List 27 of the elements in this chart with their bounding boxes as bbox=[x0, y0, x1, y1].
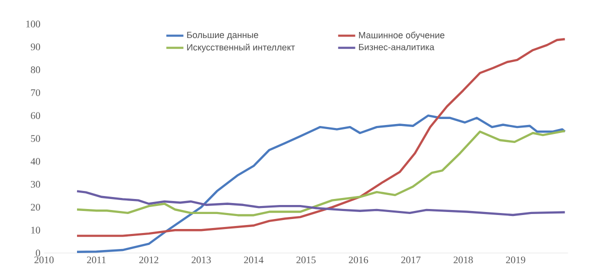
legend-label: Бизнес-аналитика bbox=[359, 44, 434, 50]
legend-label: Искусственный интеллект bbox=[187, 44, 295, 52]
x-tick-label: 2017 bbox=[401, 256, 421, 264]
y-tick-label: 50 bbox=[31, 135, 40, 142]
y-tick-label: 90 bbox=[30, 44, 40, 50]
x-tick-label: 2018 bbox=[454, 256, 473, 264]
x-tick-label: 2012 bbox=[139, 256, 158, 264]
legend-label: Большие данные bbox=[187, 32, 258, 40]
y-tick-label: 30 bbox=[30, 180, 40, 188]
x-tick-label: 2013 bbox=[192, 256, 211, 264]
x-tick-label: 2016 bbox=[348, 256, 368, 264]
y-tick-label: 20 bbox=[30, 204, 40, 211]
y-tick-label: 0 bbox=[36, 250, 40, 256]
line-series bbox=[76, 114, 566, 253]
y-tick-label: 10 bbox=[31, 226, 40, 234]
x-tick-label: 2011 bbox=[87, 256, 106, 264]
x-tick-label: 2014 bbox=[244, 256, 264, 264]
x-tick-label: 2015 bbox=[296, 256, 316, 264]
y-tick-label: 100 bbox=[26, 20, 40, 28]
legend-label: Машинное обучение bbox=[359, 32, 444, 40]
y-tick-label: 40 bbox=[30, 158, 40, 165]
y-tick-label: 60 bbox=[30, 112, 40, 119]
line-series bbox=[76, 190, 566, 216]
y-tick-label: 80 bbox=[30, 66, 40, 74]
x-tick-label: 2010 bbox=[34, 256, 54, 264]
y-tick-label: 70 bbox=[31, 89, 40, 96]
x-tick-label: 2019 bbox=[506, 256, 526, 264]
